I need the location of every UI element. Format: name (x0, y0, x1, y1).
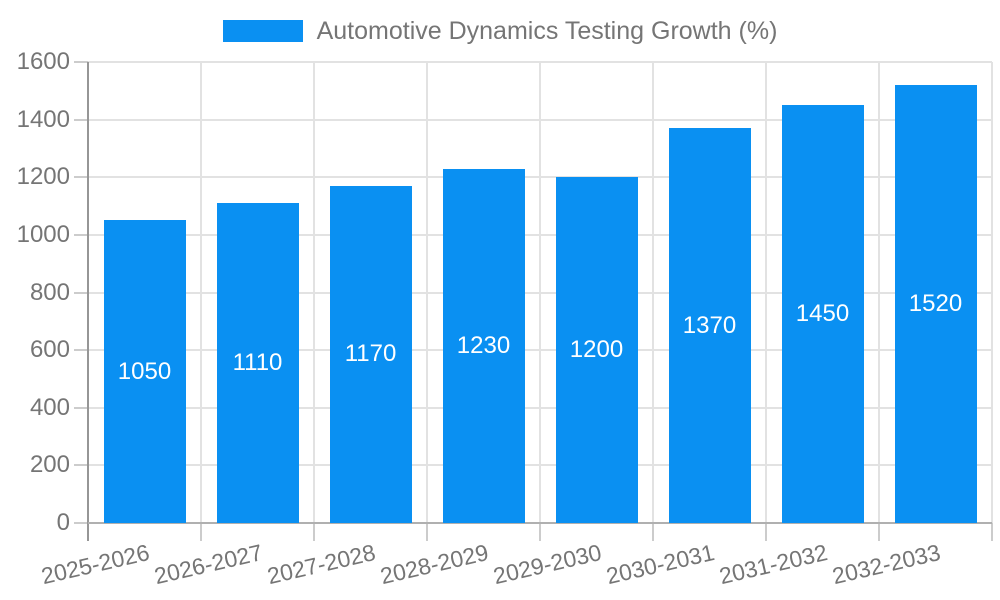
bar-2027-2028 (329, 185, 412, 523)
x-axis-label: 2031-2032 (716, 539, 830, 590)
y-axis-label: 1000 (16, 220, 70, 248)
bar-value-label: 1450 (795, 300, 850, 328)
gridline-vertical (539, 62, 541, 523)
gridline-vertical (765, 62, 767, 523)
y-tick (74, 118, 88, 121)
bar-value-label: 1370 (682, 311, 737, 339)
y-axis-label: 200 (29, 451, 70, 479)
y-axis-label: 400 (29, 393, 70, 421)
x-axis-line (88, 522, 992, 524)
x-axis-label: 2027-2028 (264, 539, 378, 590)
x-tick (313, 523, 315, 541)
gridline-vertical (426, 62, 428, 523)
bar-value-label: 1200 (569, 336, 624, 364)
bar-value-label: 1050 (117, 357, 172, 385)
legend-label: Automotive Dynamics Testing Growth (%) (316, 16, 778, 45)
bar-value-label: 1170 (344, 340, 397, 368)
x-tick (765, 523, 767, 541)
bar-2032-2033 (894, 85, 977, 523)
x-axis-label: 2032-2033 (829, 539, 943, 590)
bar-2025-2026 (103, 220, 186, 523)
legend-swatch (222, 20, 303, 42)
gridline-vertical (200, 62, 202, 523)
bar-value-label: 1230 (456, 331, 511, 359)
x-tick (200, 523, 202, 541)
y-tick (74, 349, 88, 352)
bar-2029-2030 (555, 177, 638, 523)
legend: Automotive Dynamics Testing Growth (%) (0, 13, 1000, 49)
x-tick (878, 523, 880, 541)
x-tick (991, 523, 993, 541)
x-tick (426, 523, 428, 541)
y-axis-label: 0 (56, 509, 70, 536)
gridline-vertical (991, 62, 993, 523)
y-axis-line (87, 62, 89, 541)
x-axis-label: 2030-2031 (603, 539, 717, 590)
bar-2030-2031 (668, 128, 751, 523)
y-tick (74, 291, 88, 294)
y-tick (74, 464, 88, 467)
bar-2026-2027 (216, 203, 299, 523)
x-axis-label: 2029-2030 (490, 539, 604, 590)
gridline-vertical (652, 62, 654, 523)
x-tick (652, 523, 654, 541)
x-axis-label: 2028-2029 (377, 539, 491, 590)
x-axis-label: 2025-2026 (38, 539, 152, 590)
x-tick (539, 523, 541, 541)
y-axis-label: 600 (29, 336, 70, 364)
bar-2028-2029 (442, 168, 525, 523)
gridline-vertical (313, 62, 315, 523)
y-tick (74, 406, 88, 409)
gridline-vertical (878, 62, 880, 523)
bar-2031-2032 (781, 105, 864, 523)
bar-value-label: 1520 (908, 290, 963, 318)
y-tick (74, 61, 88, 63)
bar-value-label: 1110 (232, 349, 283, 377)
y-tick (74, 176, 88, 179)
y-axis-label: 800 (29, 278, 70, 306)
y-axis-label: 1600 (16, 48, 70, 75)
y-tick (74, 233, 88, 236)
x-axis-label: 2026-2027 (151, 539, 265, 590)
y-axis-label: 1200 (16, 163, 70, 191)
y-axis-label: 1400 (16, 105, 70, 133)
y-tick (74, 522, 88, 524)
